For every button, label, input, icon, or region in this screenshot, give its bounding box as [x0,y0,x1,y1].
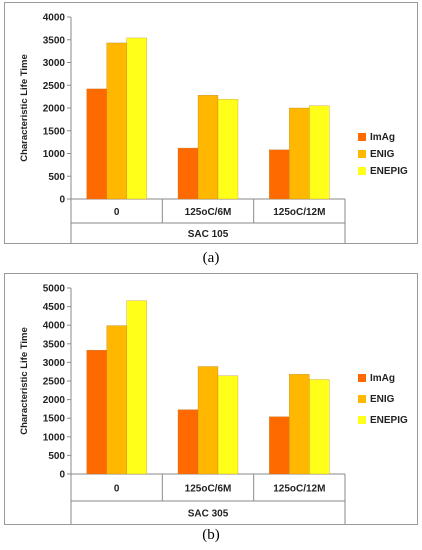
chart0-bar-enig-2 [289,107,310,200]
chart0-y-tick-label: 500 [48,172,65,183]
chart0-bar-imag-2 [269,149,290,200]
chart1-y-tick-label: 1500 [43,414,66,425]
chart0-legend-swatch-enig [358,150,366,158]
chart0-category-label: 125oC/12M [273,207,325,218]
chart-b-svg: 0 500 1000 1500 2000 2500 3000 3500 4000 4500 5000… [19,284,408,524]
chart1-bar-enepig-0 [126,300,147,475]
chart0-legend-swatch-enepig [358,167,366,175]
chart1-y-tick-label: 4500 [43,302,66,313]
chart1-y-tick-label: 5000 [43,284,66,295]
chart1-group-label: SAC 305 [188,509,229,520]
chart1-bar-imag-0 [86,349,107,475]
caption-a: (a) [202,250,220,266]
chart1-y-tick-label: 4000 [43,321,66,332]
chart1-legend-label-imag: ImAg [370,373,395,384]
chart1-category-label: 125oC/12M [273,484,325,495]
chart0-bar-enepig-1 [217,99,239,200]
chart0-legend-swatch-imag [358,133,366,141]
chart1-y-tick-label: 3000 [43,358,66,369]
chart1-legend-swatch-enig [358,395,366,403]
chart0-group-label: SAC 105 [188,229,229,240]
chart0-y-tick-label: 3000 [43,58,66,69]
chart0-y-tick-label: 2000 [43,104,66,115]
chart0-bar-imag-0 [86,88,107,200]
chart0-y-tick-label: 1500 [43,126,66,137]
chart1-legend-swatch-imag [358,374,366,382]
chart1-y-tick-label: 2000 [43,395,66,406]
chart1-bar-imag-2 [269,416,290,475]
chart1-bar-imag-1 [177,409,199,475]
chart1-bar-enig-0 [106,325,127,475]
chart0-y-tick-label: 2500 [43,81,66,92]
chart1-legend-label-enepig: ENEPIG [370,415,408,426]
chart1-legend-swatch-enepig [358,416,366,424]
caption-b: (b) [202,527,220,543]
chart0-y-tick-label: 0 [59,195,65,206]
chart0-bar-enepig-2 [309,105,330,200]
chart0-y-tick-label: 4000 [43,13,66,24]
chart0-bar-enepig-0 [126,37,147,200]
chart1-y-tick-label: 1000 [43,432,66,443]
chart0-legend-label-enig: ENIG [370,149,395,160]
chart1-y-tick-label: 3500 [43,339,66,350]
chart0-bar-imag-1 [177,147,199,200]
chart0-bar-enig-1 [197,95,219,200]
chart1-category-label: 125oC/6M [185,484,232,495]
chart-a-svg: 0 500 1000 1500 2000 2500 3000 3500 4000 Characte… [19,13,408,243]
chart0-y-axis-label: Characteristic Life Time [19,54,30,162]
chart1-bar-enepig-1 [217,375,239,475]
chart0-y-tick-label: 3500 [43,35,66,46]
chart1-category-label: 0 [114,484,120,495]
chart1-y-tick-label: 500 [48,451,65,462]
chart0-legend-label-enepig: ENEPIG [370,166,408,177]
chart-panel-a: 0 500 1000 1500 2000 2500 3000 3500 4000 Characte… [4,2,418,244]
chart1-legend-label-enig: ENIG [370,394,395,405]
chart1-bar-enepig-2 [309,379,330,475]
chart1-bar-enig-2 [289,374,310,475]
chart0-category-label: 0 [114,207,120,218]
chart0-y-tick-label: 1000 [43,149,66,160]
chart0-legend-label-imag: ImAg [370,132,395,143]
chart0-category-label: 125oC/6M [185,207,232,218]
chart1-y-tick-label: 0 [59,470,65,481]
chart1-y-axis-label: Characteristic Life Time [19,327,30,435]
chart1-bar-enig-1 [197,366,219,475]
chart1-y-tick-label: 2500 [43,377,66,388]
chart0-bar-enig-0 [106,42,127,200]
chart-panel-b: 0 500 1000 1500 2000 2500 3000 3500 4000 4500 5000… [4,273,418,525]
